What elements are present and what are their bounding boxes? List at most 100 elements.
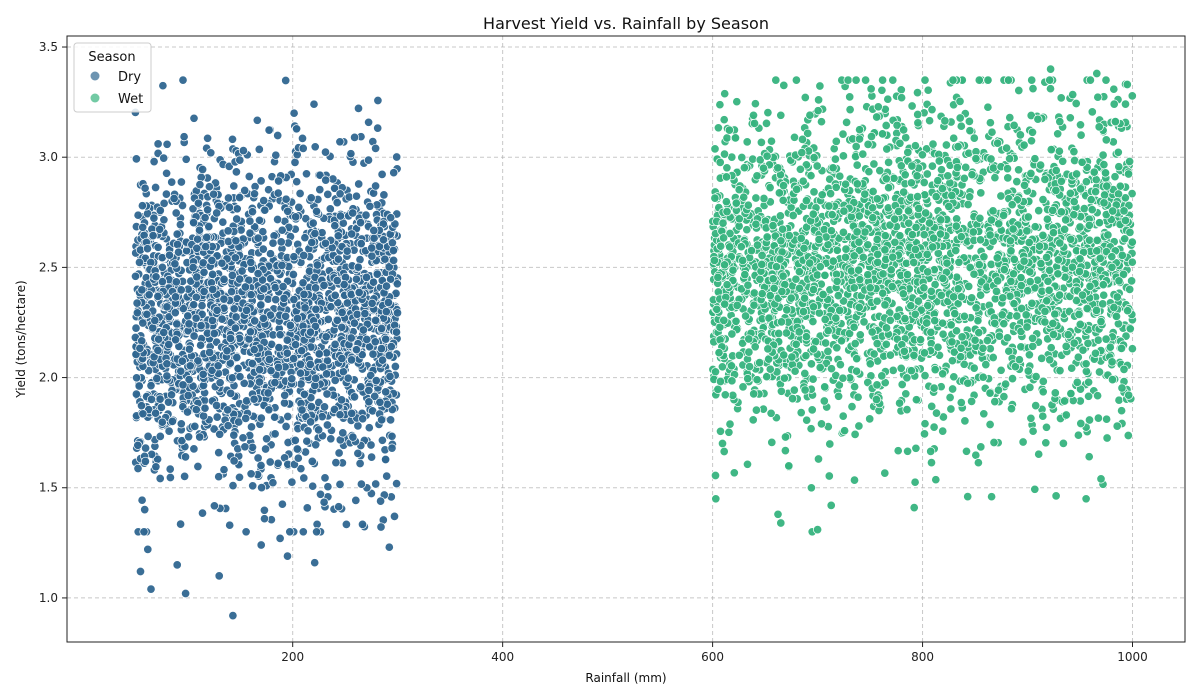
point-dry — [142, 309, 152, 319]
point-wet — [900, 314, 910, 324]
point-wet — [976, 442, 986, 452]
point-wet — [949, 133, 959, 143]
point-wet — [1016, 342, 1026, 352]
point-wet — [802, 415, 812, 425]
point-dry — [351, 274, 361, 284]
point-dry — [366, 440, 376, 450]
point-dry — [225, 358, 235, 368]
point-wet — [832, 245, 842, 255]
point-dry — [349, 392, 360, 402]
point-dry — [348, 432, 358, 442]
point-dry — [196, 321, 206, 331]
point-dry — [285, 527, 295, 537]
point-wet — [815, 262, 825, 272]
point-wet — [1044, 285, 1054, 295]
point-dry — [225, 333, 236, 343]
point-wet — [849, 475, 860, 485]
point-dry — [244, 171, 254, 182]
point-dry — [246, 469, 256, 479]
point-wet — [730, 133, 741, 143]
point-wet — [709, 255, 719, 265]
point-wet — [1040, 306, 1050, 316]
point-wet — [821, 338, 831, 348]
point-dry — [348, 208, 358, 218]
point-wet — [710, 144, 720, 154]
point-dry — [310, 142, 320, 152]
point-dry — [270, 429, 280, 439]
point-dry — [281, 311, 291, 321]
point-dry — [277, 260, 287, 270]
point-dry — [234, 417, 244, 427]
point-dry — [231, 236, 241, 246]
point-dry — [246, 290, 256, 300]
point-wet — [738, 382, 748, 392]
point-wet — [806, 424, 816, 434]
point-dry — [322, 369, 332, 379]
point-dry — [356, 382, 366, 392]
point-dry — [319, 402, 330, 412]
point-dry — [253, 269, 263, 279]
point-wet — [775, 211, 785, 221]
point-wet — [806, 171, 816, 181]
point-dry — [256, 413, 266, 423]
point-dry — [203, 205, 213, 215]
point-dry — [264, 405, 274, 415]
point-dry — [133, 440, 143, 450]
point-dry — [201, 242, 211, 252]
point-dry — [190, 421, 200, 431]
point-dry — [310, 321, 320, 331]
point-wet — [1107, 262, 1117, 272]
point-dry — [180, 471, 190, 481]
point-dry — [233, 363, 243, 374]
point-wet — [965, 126, 975, 136]
point-dry — [335, 137, 345, 147]
point-dry — [131, 154, 141, 164]
point-wet — [832, 276, 842, 286]
point-wet — [881, 339, 891, 349]
point-wet — [1018, 437, 1028, 447]
point-wet — [1109, 302, 1119, 313]
point-wet — [719, 233, 729, 243]
point-wet — [882, 144, 892, 154]
point-wet — [773, 509, 783, 519]
point-dry — [192, 272, 202, 282]
point-dry — [154, 334, 164, 344]
point-wet — [1081, 366, 1091, 376]
point-dry — [138, 318, 148, 328]
point-wet — [851, 75, 861, 85]
point-wet — [768, 221, 778, 231]
point-wet — [798, 176, 808, 186]
point-dry — [155, 473, 165, 484]
point-dry — [256, 176, 266, 186]
point-wet — [1042, 214, 1052, 224]
point-dry — [229, 304, 239, 314]
point-wet — [776, 386, 786, 396]
point-wet — [817, 190, 827, 200]
point-dry — [214, 571, 224, 581]
point-dry — [162, 168, 172, 178]
point-wet — [985, 419, 995, 430]
point-wet — [872, 112, 882, 122]
point-dry — [287, 374, 297, 384]
point-dry — [315, 489, 326, 499]
point-wet — [1100, 168, 1111, 178]
point-dry — [289, 108, 299, 118]
point-wet — [1114, 162, 1124, 172]
point-dry — [232, 204, 242, 214]
point-dry — [159, 215, 169, 225]
point-dry — [197, 508, 208, 518]
point-dry — [176, 519, 186, 529]
point-dry — [178, 380, 188, 390]
point-wet — [759, 193, 769, 204]
point-wet — [771, 75, 781, 85]
point-wet — [761, 118, 772, 128]
point-dry — [137, 285, 147, 295]
point-wet — [931, 475, 941, 485]
point-dry — [223, 421, 233, 431]
point-wet — [959, 173, 969, 183]
point-wet — [931, 408, 942, 418]
point-wet — [1028, 426, 1038, 436]
point-wet — [976, 290, 986, 300]
point-wet — [1102, 414, 1112, 424]
point-wet — [868, 186, 878, 197]
